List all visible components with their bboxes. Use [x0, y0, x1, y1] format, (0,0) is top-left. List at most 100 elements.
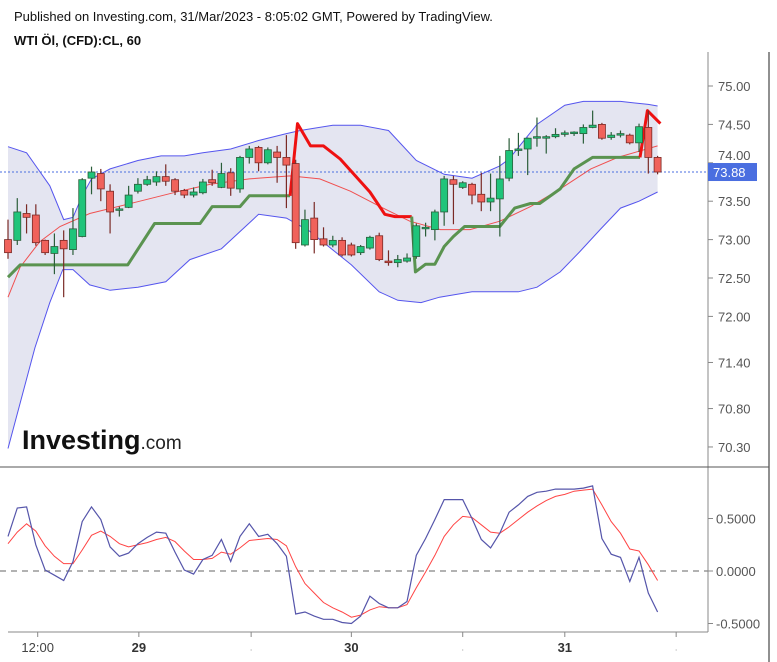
price-tick-label: 74.00 [718, 148, 751, 163]
candle [440, 175, 449, 226]
candle [273, 145, 282, 183]
candle [514, 132, 523, 156]
candle-body [310, 217, 319, 240]
candle [328, 235, 337, 248]
candle [366, 235, 374, 250]
logo-wordmark: Investing.com [22, 425, 182, 455]
candle [59, 230, 68, 298]
candles [4, 110, 662, 298]
candle-body [375, 235, 384, 260]
candle-body [644, 127, 653, 158]
time-tick-label: 30 [344, 640, 358, 655]
current-price-label: 73.88 [713, 165, 746, 180]
candle [310, 201, 319, 254]
candle [458, 181, 467, 189]
investing-logo: Investing.com [22, 425, 182, 455]
candle [477, 172, 486, 212]
candle-body [13, 211, 22, 241]
candle-body [514, 148, 523, 151]
candle-body [134, 183, 142, 192]
candle [551, 128, 560, 139]
candle [115, 206, 124, 217]
candle-body [430, 211, 439, 231]
candle [50, 233, 59, 275]
candle-body [495, 178, 504, 200]
candle [533, 117, 541, 147]
price-tick-label: 73.50 [718, 194, 751, 209]
candle-body [607, 134, 616, 138]
candle-body [505, 150, 514, 179]
candle [570, 131, 578, 136]
time-tick-label: 31 [558, 640, 572, 655]
candle [124, 185, 133, 209]
price-tick-label: 70.30 [718, 440, 751, 455]
candle [579, 124, 588, 144]
candle [653, 155, 662, 175]
candle-body [180, 190, 189, 196]
candle-body [115, 208, 124, 211]
candle [449, 175, 458, 225]
candle-body [4, 239, 12, 254]
candle-body [384, 260, 393, 264]
symbol-title: WTI Öl, (CFD):CL, 60 [14, 33, 142, 48]
candle-body [625, 134, 634, 144]
candle-body [217, 173, 226, 188]
candle-body [69, 228, 77, 250]
candle-body [22, 213, 31, 218]
candle-body [282, 157, 291, 166]
candle [106, 184, 114, 234]
candle [263, 147, 272, 165]
candle [13, 198, 22, 245]
candle-body [598, 124, 606, 139]
price-tick-label: 72.50 [718, 271, 751, 286]
candle-body [421, 226, 430, 230]
candle-body [403, 257, 411, 262]
supertrend-up-segment [6, 194, 291, 279]
logo-text: Investing [22, 425, 141, 455]
price-tick-label: 71.40 [718, 355, 751, 370]
time-tick-dot [462, 649, 464, 651]
bollinger-fill [8, 101, 658, 449]
candle [282, 135, 291, 209]
candle-body [319, 238, 328, 246]
candle [87, 166, 96, 195]
price-tick-label: 72.00 [718, 309, 751, 324]
candle-body [236, 157, 244, 190]
oscillator-pane [0, 485, 708, 625]
candle [560, 130, 569, 137]
candle-body [198, 181, 207, 194]
candle [208, 169, 217, 186]
candle [171, 178, 179, 196]
supertrend-down-segment [288, 122, 412, 219]
candle [505, 138, 514, 182]
candle [356, 244, 365, 255]
candle [78, 178, 87, 238]
oscillator-tick-label: -0.5000 [716, 617, 760, 632]
candle-body [59, 239, 68, 250]
candle-body [87, 171, 96, 179]
candle [468, 182, 476, 205]
candle-body [143, 179, 152, 185]
candle-body [291, 163, 300, 244]
candle [254, 145, 263, 172]
candle [291, 159, 300, 249]
candle-body [523, 137, 532, 150]
candle-body [486, 197, 495, 203]
candle [236, 155, 244, 193]
candle [588, 110, 597, 129]
candle [301, 209, 309, 247]
candle [143, 175, 152, 186]
candle-body [412, 225, 421, 257]
oscillator-tick-label: 0.5000 [716, 512, 756, 527]
candle [152, 171, 161, 186]
candle [625, 133, 634, 145]
candle-body [124, 194, 133, 208]
candle [319, 227, 328, 247]
candle-body [393, 259, 402, 264]
candle-body [208, 179, 217, 184]
candle-body [347, 244, 356, 256]
candle [217, 162, 226, 189]
candle [245, 145, 254, 164]
time-tick-dot [675, 649, 677, 651]
